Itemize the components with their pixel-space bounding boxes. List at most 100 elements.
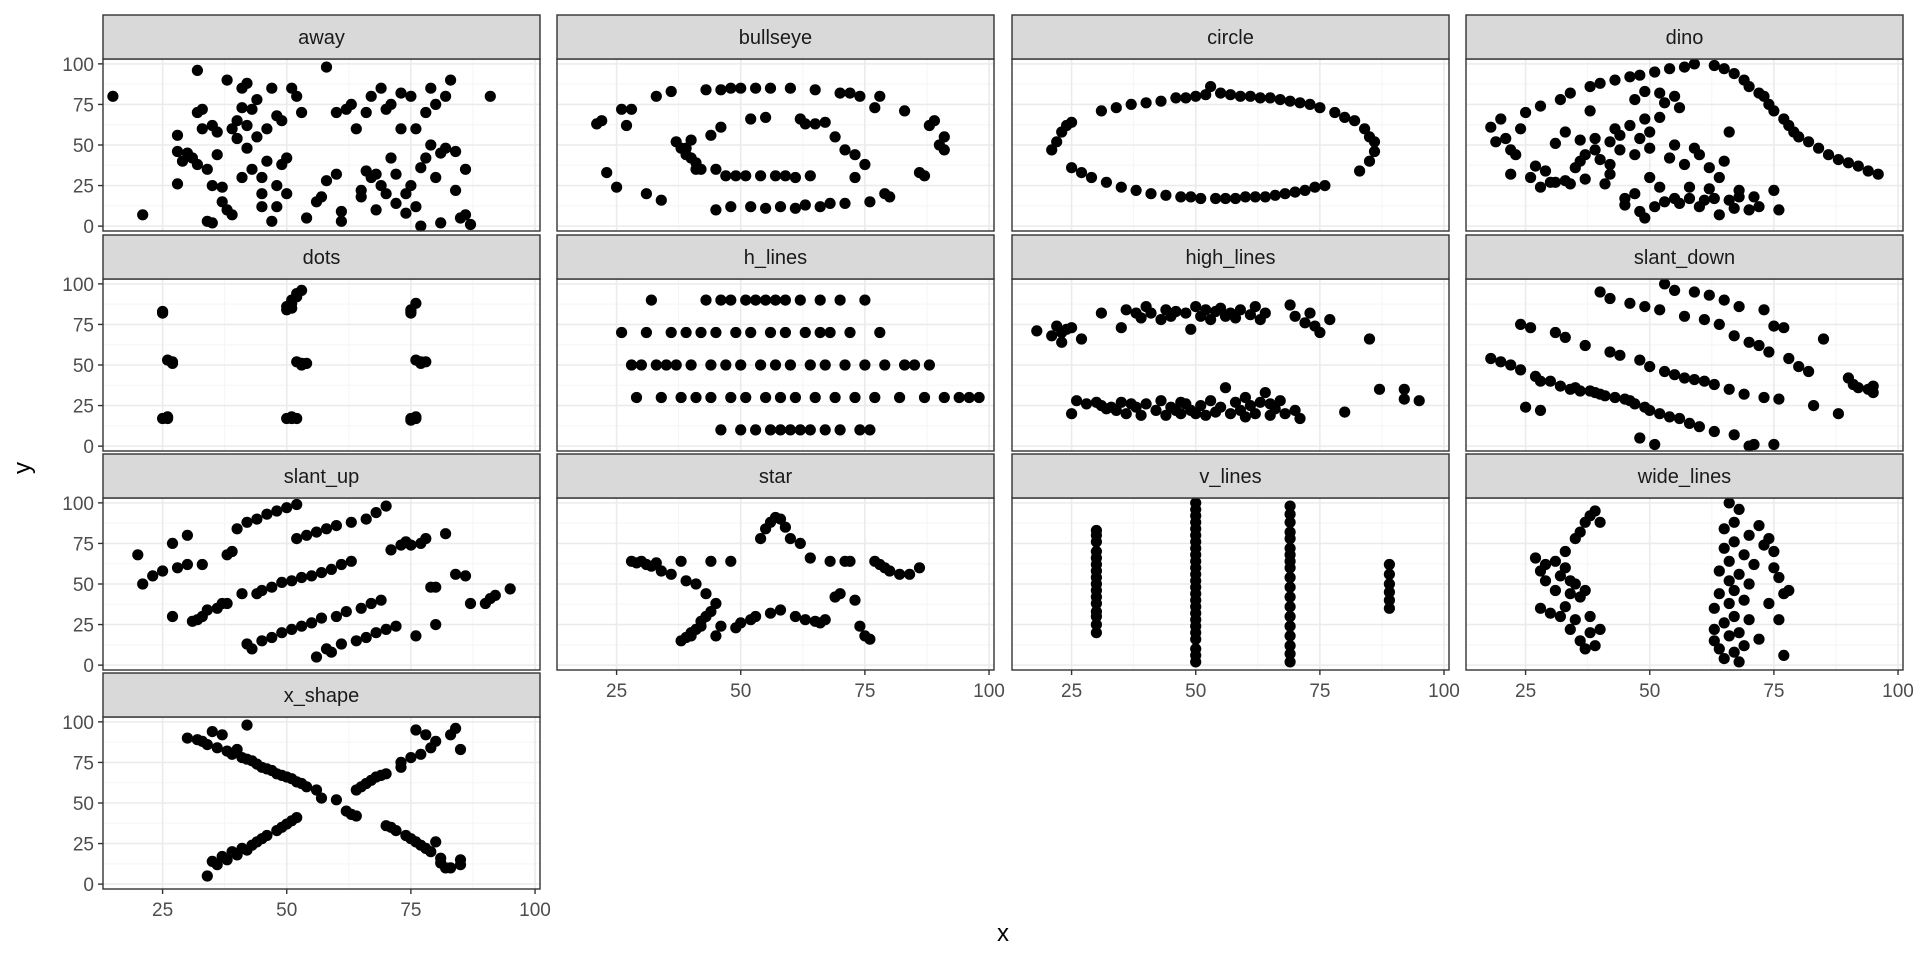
data-point	[1190, 90, 1202, 102]
data-point	[1723, 497, 1735, 509]
data-point	[1170, 92, 1182, 104]
facet-panel-slant_down: slant_down	[1465, 234, 1904, 452]
data-point	[1579, 584, 1591, 597]
data-point	[1520, 106, 1532, 119]
scatter-points-away	[107, 61, 496, 232]
facet-panel-star: star 25 50 75 100	[556, 453, 1005, 702]
data-point	[1185, 191, 1197, 203]
data-point	[1254, 92, 1266, 104]
data-point	[405, 180, 417, 192]
data-point	[211, 859, 223, 871]
x-tick-label: 25	[1061, 681, 1082, 702]
data-point	[370, 168, 382, 180]
data-point	[1066, 162, 1078, 174]
data-point	[804, 424, 816, 436]
data-point	[375, 180, 387, 192]
data-point	[1534, 181, 1547, 193]
data-point	[894, 391, 906, 404]
data-point	[864, 633, 876, 645]
data-point	[1743, 578, 1755, 590]
data-point	[1817, 333, 1830, 345]
data-point	[450, 184, 462, 196]
data-point	[1624, 297, 1636, 309]
data-point	[1284, 299, 1296, 311]
data-point	[735, 359, 747, 371]
data-point	[1708, 623, 1720, 636]
data-point	[1718, 155, 1730, 167]
data-point	[769, 170, 782, 182]
data-point	[1284, 500, 1296, 512]
data-point	[1728, 536, 1740, 548]
data-point	[755, 170, 767, 182]
data-point	[1515, 364, 1527, 376]
data-point	[1090, 545, 1102, 558]
data-point	[1768, 438, 1780, 451]
data-point	[281, 188, 293, 200]
data-point	[335, 558, 347, 571]
data-point	[799, 199, 811, 211]
data-point	[1490, 136, 1502, 148]
data-point	[1359, 123, 1371, 135]
data-point	[454, 743, 467, 756]
data-point	[938, 131, 950, 143]
data-point	[913, 562, 926, 574]
data-point	[1495, 113, 1507, 125]
data-point	[760, 294, 772, 306]
data-point	[710, 163, 722, 175]
data-point	[1269, 403, 1281, 415]
data-point	[206, 180, 218, 192]
data-point	[1383, 586, 1395, 598]
data-point	[1339, 111, 1351, 123]
data-point	[330, 610, 342, 623]
data-point	[1294, 97, 1306, 109]
data-point	[1554, 380, 1566, 392]
facet-strip-label: slant_down	[1634, 247, 1735, 269]
data-point	[1768, 105, 1780, 117]
data-point	[849, 171, 861, 184]
data-point	[1654, 181, 1666, 193]
data-point	[1609, 74, 1621, 86]
data-point	[1678, 310, 1691, 322]
data-point	[1559, 601, 1571, 613]
data-point	[1554, 94, 1566, 106]
data-point	[1066, 408, 1078, 420]
x-tick-label: 100	[1882, 681, 1914, 702]
data-point	[181, 529, 193, 541]
data-point	[725, 82, 737, 94]
data-point	[1867, 380, 1879, 392]
data-point	[370, 627, 382, 639]
data-point	[814, 201, 826, 213]
data-point	[350, 123, 362, 135]
data-point	[740, 391, 752, 404]
data-point	[1190, 497, 1202, 509]
data-point	[1723, 630, 1735, 642]
data-point	[774, 513, 787, 525]
data-point	[1398, 383, 1410, 395]
data-point	[705, 359, 717, 371]
data-point	[1743, 81, 1755, 93]
data-point	[1654, 408, 1666, 420]
data-point	[1713, 643, 1725, 655]
data-point	[306, 570, 318, 582]
data-point	[1549, 555, 1561, 567]
data-point	[1249, 191, 1261, 203]
data-point	[221, 854, 233, 866]
data-point	[1284, 610, 1296, 623]
data-point	[1505, 168, 1517, 180]
data-point	[620, 119, 633, 132]
data-point	[869, 102, 881, 114]
data-point	[276, 627, 288, 639]
data-point	[1534, 602, 1547, 614]
facet-strip-label: v_lines	[1199, 466, 1261, 488]
data-point	[1629, 398, 1641, 410]
data-point	[1723, 555, 1735, 567]
data-point	[1639, 212, 1651, 224]
data-point	[1284, 630, 1296, 642]
data-point	[1708, 192, 1720, 205]
data-point	[271, 180, 283, 192]
data-point	[246, 163, 258, 175]
data-point	[1822, 149, 1835, 161]
data-point	[405, 752, 417, 764]
data-point	[1678, 158, 1691, 171]
data-point	[405, 414, 417, 426]
